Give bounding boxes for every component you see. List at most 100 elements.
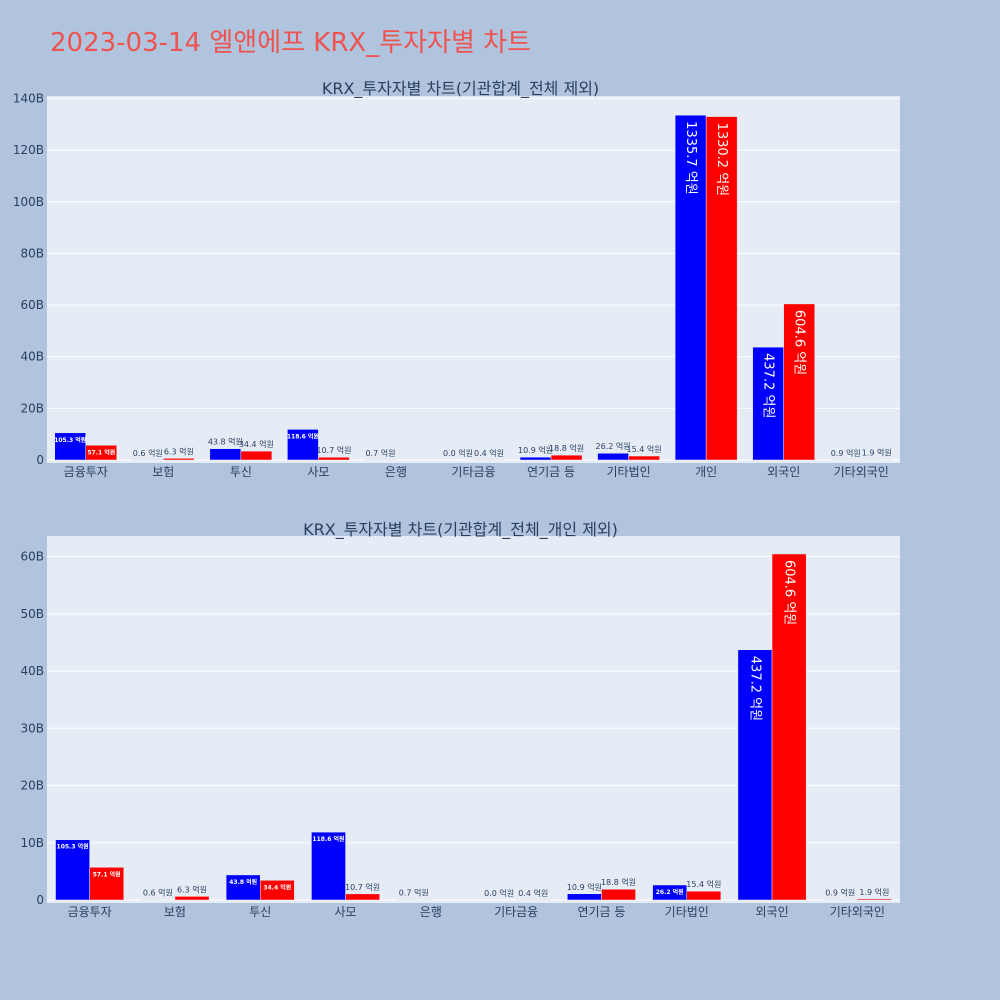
data-label: 57.1 억원: [87, 448, 115, 456]
x-tick-label: 보험: [164, 905, 186, 919]
x-tick-label: 사모: [307, 465, 329, 479]
bar: [857, 898, 892, 901]
x-tick-label: 투신: [249, 905, 271, 919]
data-label: 1335.7 억원: [683, 121, 698, 195]
y-tick-label: 30B: [20, 721, 44, 735]
data-label: 0.4 억원: [474, 448, 504, 458]
bar: [345, 893, 380, 901]
data-label: 10.7 억원: [316, 445, 351, 455]
data-label: 0.7 억원: [399, 888, 429, 898]
data-label: 437.2 억원: [747, 656, 762, 721]
data-label: 18.8 억원: [549, 443, 584, 453]
chart-1-investors-excluding-institutions: KRX_투자자별 차트(기관합계_전체 제외) 0 20B 40B 60B 80B 100B…: [13, 79, 900, 479]
y-tick-label: 40B: [20, 350, 44, 364]
data-label: 57.1 억원: [93, 870, 121, 878]
data-label: 26.2 억원: [596, 441, 631, 451]
y-tick-label: 0: [36, 893, 44, 907]
x-tick-label: 외국인: [767, 465, 800, 479]
bar: [771, 553, 807, 901]
data-label: 0.0 억원: [484, 888, 514, 898]
data-label: 604.6 억원: [792, 310, 807, 375]
data-label: 1.9 억원: [859, 887, 889, 897]
x-tick-label: 사모: [335, 905, 357, 919]
x-tick-label: 기타외국인: [834, 465, 889, 479]
data-label: 18.8 억원: [601, 877, 636, 887]
data-label: 6.3 억원: [177, 884, 207, 894]
x-tick-label: 기타금융: [494, 905, 538, 919]
bar: [240, 450, 273, 461]
y-tick-label: 50B: [20, 607, 44, 621]
bar: [737, 649, 773, 901]
x-tick-label: 은행: [385, 464, 407, 479]
data-label: 43.8 억원: [229, 878, 257, 886]
data-label: 43.8 억원: [208, 437, 243, 447]
x-tick-label: 기타법인: [665, 905, 709, 919]
data-label: 34.4 억원: [263, 883, 291, 891]
data-label: 34.4 억원: [239, 439, 274, 449]
bar: [674, 114, 707, 461]
data-label: 105.3 억원: [57, 843, 89, 851]
data-label: 604.6 억원: [782, 560, 797, 625]
data-label: 15.4 억원: [627, 444, 662, 454]
bar: [783, 303, 815, 461]
data-label: 105.3 억원: [54, 436, 86, 444]
bar: [822, 899, 858, 901]
y-tick-label: 60B: [20, 298, 44, 312]
bar: [705, 116, 738, 461]
bar: [89, 867, 125, 901]
y-tick-label: 60B: [20, 550, 44, 564]
bar: [54, 432, 87, 461]
page-title: 2023-03-14 엘앤에프 KRX_투자자별 차트: [50, 28, 532, 58]
data-label: 10.7 억원: [345, 882, 380, 892]
data-label: 118.6 억원: [312, 835, 344, 843]
x-tick-label: 금융투자: [64, 465, 108, 479]
y-tick-label: 140B: [13, 92, 44, 106]
bar: [601, 888, 636, 901]
x-tick-label: 투신: [230, 465, 252, 479]
data-label: 0.7 억원: [365, 448, 395, 458]
chart-subtitle: KRX_투자자별 차트(기관합계_전체 제외): [322, 79, 599, 99]
data-label: 437.2 억원: [761, 353, 776, 418]
x-tick-label: 금융투자: [68, 905, 112, 919]
y-tick-label: 20B: [20, 779, 44, 793]
data-label: 0.0 억원: [443, 448, 473, 458]
bar: [550, 454, 583, 461]
y-tick-label: 100B: [13, 195, 44, 209]
x-tick-label: 기타외국인: [830, 905, 885, 919]
y-tick-label: 40B: [20, 664, 44, 678]
bar: [260, 880, 295, 901]
bar: [287, 429, 319, 461]
bar: [85, 445, 118, 461]
data-label: 118.6 억원: [287, 432, 319, 440]
y-tick-label: 0: [36, 453, 44, 467]
x-tick-label: 은행: [420, 904, 442, 919]
x-tick-label: 기타법인: [607, 465, 651, 479]
data-label: 6.3 억원: [164, 446, 194, 456]
bar: [628, 455, 660, 461]
bar: [311, 831, 346, 901]
bar: [174, 896, 210, 901]
bar: [318, 456, 350, 461]
bar: [567, 893, 602, 901]
y-tick-label: 10B: [20, 836, 44, 850]
data-label: 0.9 억원: [825, 887, 855, 897]
y-tick-label: 80B: [20, 246, 44, 260]
data-label: 15.4 억원: [686, 879, 721, 889]
data-label: 1.9 억원: [862, 448, 892, 458]
chart-subtitle: KRX_투자자별 차트(기관합계_전체_개인 제외): [303, 520, 618, 540]
bar: [225, 874, 261, 901]
data-label: 0.9 억원: [831, 448, 861, 458]
y-tick-label: 120B: [13, 143, 44, 157]
data-label: 0.6 억원: [133, 448, 163, 458]
data-label: 10.9 억원: [518, 445, 553, 455]
x-tick-label: 개인: [695, 465, 717, 479]
y-tick-label: 20B: [20, 401, 44, 415]
data-label: 26.2 억원: [656, 888, 684, 896]
data-label: 0.4 억원: [518, 888, 548, 898]
data-label: 1330.2 억원: [714, 123, 729, 197]
x-tick-label: 연기금 등: [577, 905, 625, 919]
x-tick-label: 기타금융: [451, 465, 495, 479]
x-tick-label: 연기금 등: [527, 465, 575, 479]
bar: [686, 890, 722, 901]
